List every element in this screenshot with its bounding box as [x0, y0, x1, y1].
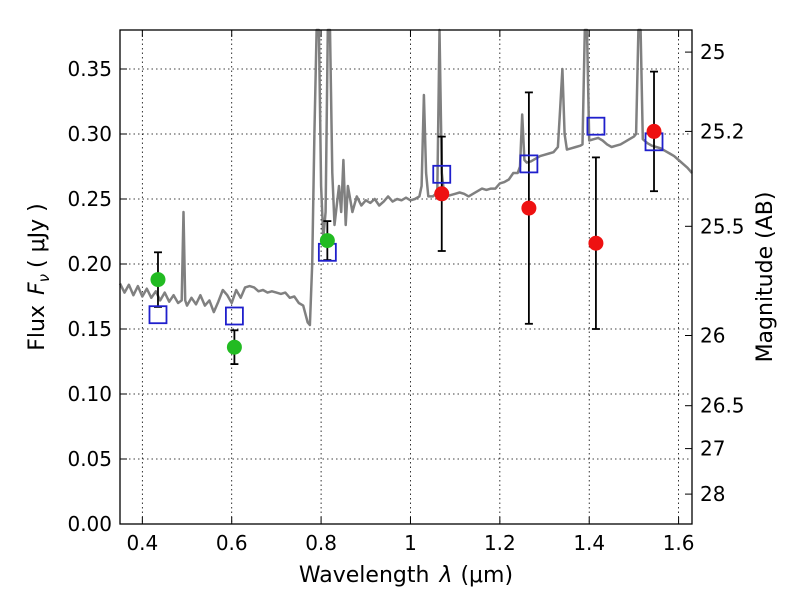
red-point: [521, 200, 537, 216]
right-axis-ticks: 25 25.2 25.5 26 26.5 27 28: [685, 40, 745, 506]
y-tick-label: 0.05: [67, 447, 112, 471]
right-tick-label: 27: [700, 437, 725, 461]
right-tick-label: 25: [700, 40, 725, 64]
x-tick-label: 0.4: [126, 531, 158, 555]
model-spectrum-line: [118, 28, 693, 327]
y-axis-ticks: 0.00 0.05 0.10 0.15 0.20 0.25 0.30 0.35: [67, 57, 127, 536]
y-tick-label: 0.25: [67, 187, 112, 211]
y-tick-label: 0.00: [67, 512, 112, 536]
plot-frame: [119, 29, 693, 525]
right-tick-label: 26.5: [700, 394, 745, 418]
x-axis-ticks: 0.4 0.6 0.8 1 1.2 1.4 1.6: [126, 30, 695, 555]
x-tick-label: 1: [404, 531, 417, 555]
photometry-points: [150, 123, 662, 355]
right-axis-title: Magnitude (AB): [753, 192, 778, 363]
right-tick-label: 26: [700, 324, 725, 348]
x-tick-label: 1.6: [663, 531, 695, 555]
red-point: [646, 123, 662, 139]
right-tick-label: 25.5: [700, 214, 745, 238]
x-tick-label: 1.4: [573, 531, 605, 555]
y-tick-label: 0.35: [67, 57, 112, 81]
open-square-marker: [586, 116, 606, 136]
open-square-marker: [148, 305, 168, 325]
y-tick-label: 0.30: [67, 122, 112, 146]
right-tick-label: 28: [700, 482, 725, 506]
x-tick-label: 0.8: [305, 531, 337, 555]
y-axis-title: FluxFν( μJy ): [25, 203, 53, 350]
green-point: [319, 233, 335, 249]
open-square-marker: [432, 164, 452, 184]
x-tick-label: 0.6: [216, 531, 248, 555]
y-tick-label: 0.20: [67, 252, 112, 276]
right-tick-label: 25.2: [700, 119, 745, 143]
open-square-marker: [224, 306, 244, 326]
model-spectrum: [118, 28, 693, 327]
y-tick-label: 0.15: [67, 317, 112, 341]
red-point: [588, 235, 604, 251]
y-tick-label: 0.10: [67, 382, 112, 406]
x-tick-label: 1.2: [484, 531, 516, 555]
plot-background: [120, 30, 692, 524]
green-point: [150, 272, 166, 288]
x-axis-title: Wavelength λ (μm): [299, 563, 513, 588]
green-point: [226, 339, 242, 355]
open-square-marker: [519, 154, 539, 174]
red-point: [434, 186, 450, 202]
